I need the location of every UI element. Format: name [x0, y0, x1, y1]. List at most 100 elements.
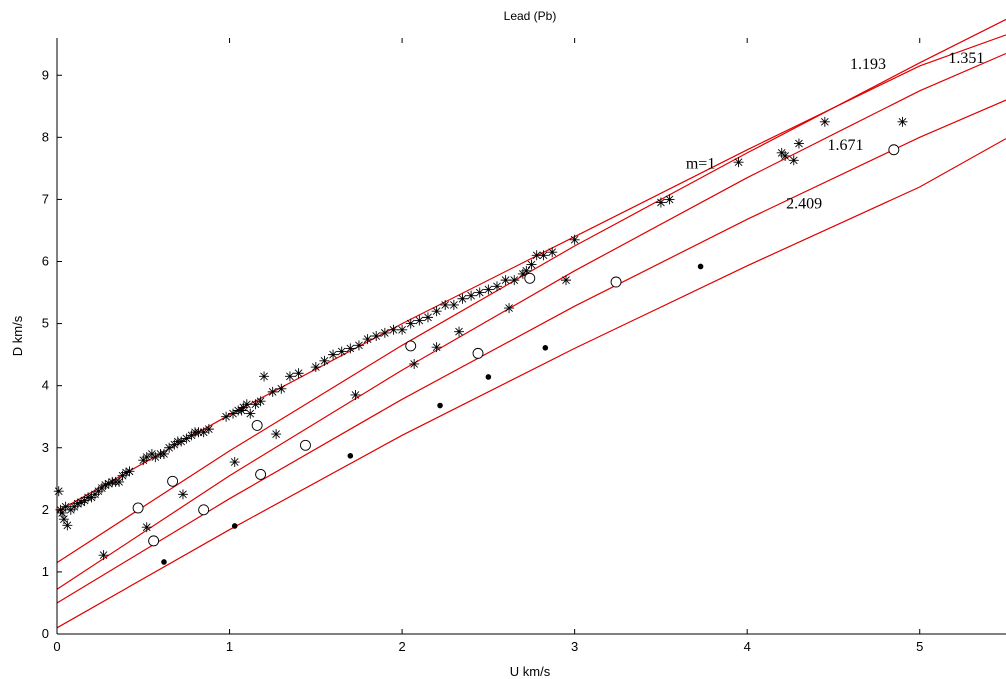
data-point-asterisk: [53, 486, 64, 497]
curve-label: 1.671: [828, 137, 864, 154]
data-point-asterisk: [431, 306, 442, 317]
data-point-asterisk: [350, 389, 361, 400]
data-point-asterisk: [454, 326, 465, 337]
data-point-asterisk: [388, 324, 399, 335]
x-tick-label: 5: [916, 639, 923, 654]
data-point-asterisk: [448, 299, 459, 310]
y-tick-label: 5: [42, 316, 49, 331]
data-point-asterisk: [267, 386, 278, 397]
data-point-circle: [148, 535, 160, 547]
fit-curve-1: [56, 18, 1006, 564]
data-point-asterisk: [193, 427, 204, 438]
data-point-asterisk: [255, 396, 266, 407]
data-point-asterisk: [547, 247, 558, 258]
data-point-asterisk: [58, 514, 69, 525]
data-point-asterisk: [569, 234, 580, 245]
data-point-asterisk: [531, 250, 542, 261]
data-point-asterisk: [98, 550, 109, 561]
data-point-circle: [167, 475, 179, 487]
y-tick-label: 7: [42, 191, 49, 206]
data-point-asterisk: [141, 452, 152, 463]
x-tick-label: 2: [398, 639, 405, 654]
data-point-dot: [697, 263, 704, 270]
data-point-asterisk: [57, 507, 68, 518]
curve-label: 2.409: [786, 196, 822, 213]
data-point-asterisk: [521, 265, 532, 276]
data-point-asterisk: [271, 429, 282, 440]
data-point-asterisk: [474, 287, 485, 298]
x-tick-label: 1: [226, 639, 233, 654]
data-point-asterisk: [379, 327, 390, 338]
y-tick-label: 9: [42, 67, 49, 82]
data-point-circle: [610, 276, 622, 288]
y-tick-label: 6: [42, 254, 49, 269]
data-point-asterisk: [181, 433, 192, 444]
data-point-asterisk: [229, 457, 240, 468]
data-point-asterisk: [345, 343, 356, 354]
curve-label: m=1: [686, 155, 715, 172]
annotations: m=1 1.193 1.351 1.671 2.409: [686, 50, 984, 213]
data-point-asterisk: [788, 155, 799, 166]
data-point-asterisk: [538, 250, 549, 261]
curve-label: 1.351: [948, 50, 984, 67]
data-point-asterisk: [664, 194, 675, 205]
data-point-asterisk: [158, 448, 169, 459]
data-point-asterisk: [561, 275, 572, 286]
data-point-circle: [300, 439, 311, 451]
data-point-asterisk: [164, 442, 175, 453]
data-point-asterisk: [336, 346, 347, 357]
data-point-asterisk: [319, 355, 330, 366]
data-point-asterisk: [655, 197, 666, 208]
curve-label: 1.193: [850, 56, 886, 73]
data-point-circle: [132, 502, 144, 514]
data-point-asterisk: [431, 342, 442, 353]
data-point-asterisk: [284, 371, 295, 382]
data-point-circle: [198, 504, 210, 516]
x-tick-label: 0: [53, 639, 60, 654]
data-point-asterisk: [72, 498, 83, 509]
data-point-asterisk: [236, 405, 247, 416]
data-point-asterisk: [526, 259, 537, 270]
data-point-asterisk: [405, 318, 416, 329]
data-point-circle: [251, 419, 263, 431]
data-point-dot: [161, 559, 167, 565]
y-tick-label: 2: [42, 502, 49, 517]
data-point-asterisk: [114, 476, 125, 487]
data-point-asterisk: [259, 371, 270, 382]
y-tick-label: 4: [42, 378, 49, 393]
data-point-asterisk: [483, 284, 494, 295]
data-point-circle: [255, 468, 267, 480]
data-point-asterisk: [353, 340, 364, 351]
data-point-asterisk: [203, 424, 214, 435]
data-point-dot: [542, 344, 549, 351]
data-point-asterisk: [793, 138, 804, 149]
data-point-asterisk: [509, 275, 520, 286]
data-point-asterisk: [121, 467, 132, 478]
data-point-asterisk: [221, 411, 232, 422]
data-point-asterisk: [176, 436, 187, 447]
fit-curve-3: [56, 99, 1006, 604]
data-point-asterisk: [227, 408, 238, 419]
data-point-asterisk: [245, 408, 256, 419]
fit-curve-2: [56, 52, 1006, 590]
y-tick-label: 1: [42, 564, 49, 579]
y-tick-label: 3: [42, 440, 49, 455]
data-point-asterisk: [780, 150, 791, 161]
data-point-dot: [231, 523, 238, 529]
data-point-circle: [524, 272, 536, 284]
data-point-dot: [437, 402, 443, 409]
y-axis-label: D km/s: [10, 315, 25, 356]
data-point-asterisk: [310, 362, 321, 373]
data-point-asterisk: [491, 281, 502, 292]
data-point-asterisk: [371, 331, 382, 341]
data-point-asterisk: [60, 501, 71, 512]
plot-area: [53, 18, 1006, 629]
data-point-asterisk: [198, 427, 209, 438]
data-point-asterisk: [409, 358, 420, 369]
data-point-circle: [472, 347, 484, 359]
data-point-asterisk: [241, 399, 252, 410]
fit-curve-4: [56, 138, 1006, 629]
data-point-asterisk: [276, 383, 287, 394]
axes: 0 1 2 3 4 5 0 1 2 3 4 5 6 7 8 9: [42, 38, 1006, 654]
